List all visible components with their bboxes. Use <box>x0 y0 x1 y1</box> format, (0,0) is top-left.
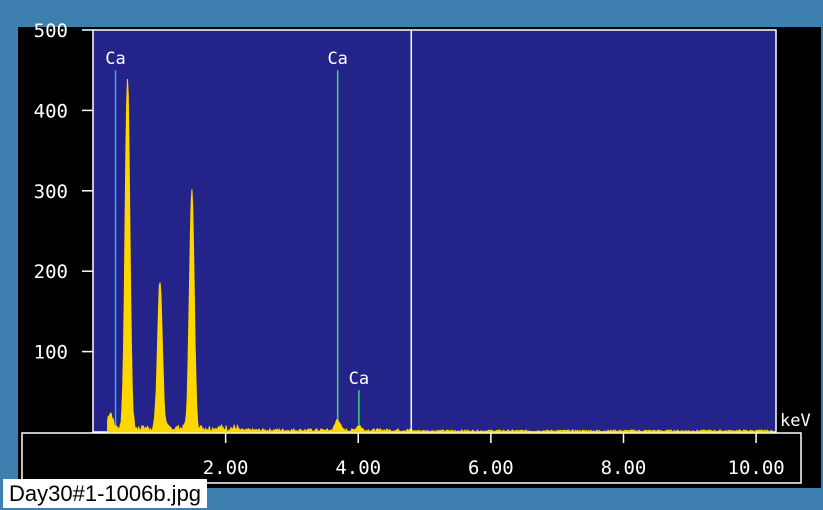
image-caption: Day30#1-1006b.jpg <box>3 479 208 508</box>
x-axis: 2.00 4.00 6.00 8.00 10.00 <box>203 433 785 479</box>
x-tick-label: 2.00 <box>203 457 249 479</box>
element-markers: Ca Ca Ca <box>105 49 369 432</box>
x-tick-label: 6.00 <box>468 457 514 479</box>
x-axis-box <box>21 432 802 484</box>
y-axis: 100 200 300 400 500 <box>34 20 93 364</box>
y-tick-label: 400 <box>34 100 68 122</box>
x-axis-label: keV <box>780 411 811 431</box>
element-marker-label: Ca <box>349 369 369 389</box>
spectrum-line <box>107 79 774 434</box>
x-tick-label: 8.00 <box>601 457 647 479</box>
plot-area <box>93 30 776 432</box>
element-marker-label: Ca <box>327 49 347 69</box>
y-tick-label: 200 <box>34 261 68 283</box>
element-marker-label: Ca <box>105 49 125 69</box>
x-tick-label: 10.00 <box>728 457 785 479</box>
x-tick-label: 4.00 <box>335 457 381 479</box>
y-tick-label: 500 <box>34 20 68 42</box>
y-tick-label: 300 <box>34 181 68 203</box>
y-tick-label: 100 <box>34 342 68 364</box>
